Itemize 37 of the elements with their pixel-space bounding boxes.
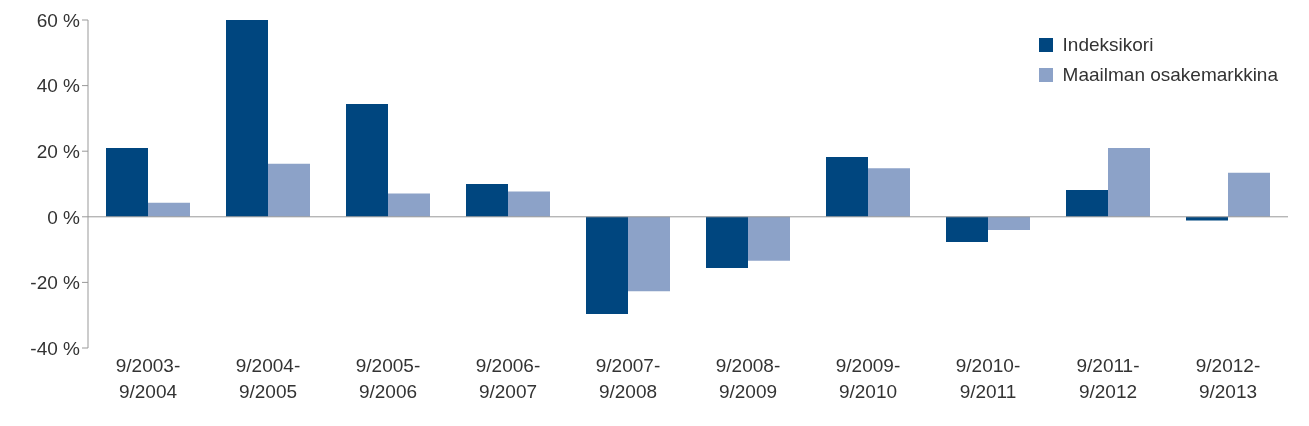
bar	[346, 103, 388, 217]
bar	[1228, 172, 1270, 217]
bar	[226, 20, 268, 217]
bar	[388, 193, 430, 217]
y-tick-label: 40 %	[36, 75, 81, 97]
x-tick-label: 9/2009- 9/2010	[835, 355, 901, 402]
x-tick-label: 9/2012- 9/2013	[1195, 355, 1261, 402]
bar	[706, 216, 748, 268]
legend-label: Indeksikori	[1062, 33, 1154, 57]
x-tick-label: 9/2010- 9/2011	[955, 355, 1021, 402]
legend-label: Maailman osakemarkkina	[1062, 63, 1278, 87]
y-tick-label: 60 %	[36, 9, 81, 31]
bar	[748, 216, 790, 261]
bar	[466, 184, 508, 217]
x-tick-label: 9/2006- 9/2007	[475, 355, 541, 402]
bar	[148, 202, 190, 217]
x-tick-label: 9/2005- 9/2006	[355, 355, 421, 402]
bar	[868, 168, 910, 217]
bar	[946, 216, 988, 243]
bar	[586, 216, 628, 314]
x-tick-label: 9/2008- 9/2009	[715, 355, 781, 402]
bar	[988, 216, 1030, 230]
x-tick-label: 9/2011- 9/2012	[1076, 355, 1140, 402]
x-tick-label: 9/2003- 9/2004	[115, 355, 181, 402]
x-tick-label: 9/2004- 9/2005	[235, 355, 301, 402]
bar	[1066, 189, 1108, 217]
bar	[1108, 147, 1150, 217]
y-tick-label: -40 %	[30, 337, 81, 359]
bar	[106, 147, 148, 217]
y-tick-label: 0 %	[47, 206, 81, 228]
x-tick-label: 9/2007- 9/2008	[595, 355, 661, 402]
y-tick-label: 20 %	[36, 140, 81, 162]
bar	[628, 216, 670, 292]
y-tick-label: -20 %	[30, 272, 81, 294]
bar	[268, 163, 310, 217]
bar	[508, 191, 550, 217]
bar	[826, 157, 868, 217]
